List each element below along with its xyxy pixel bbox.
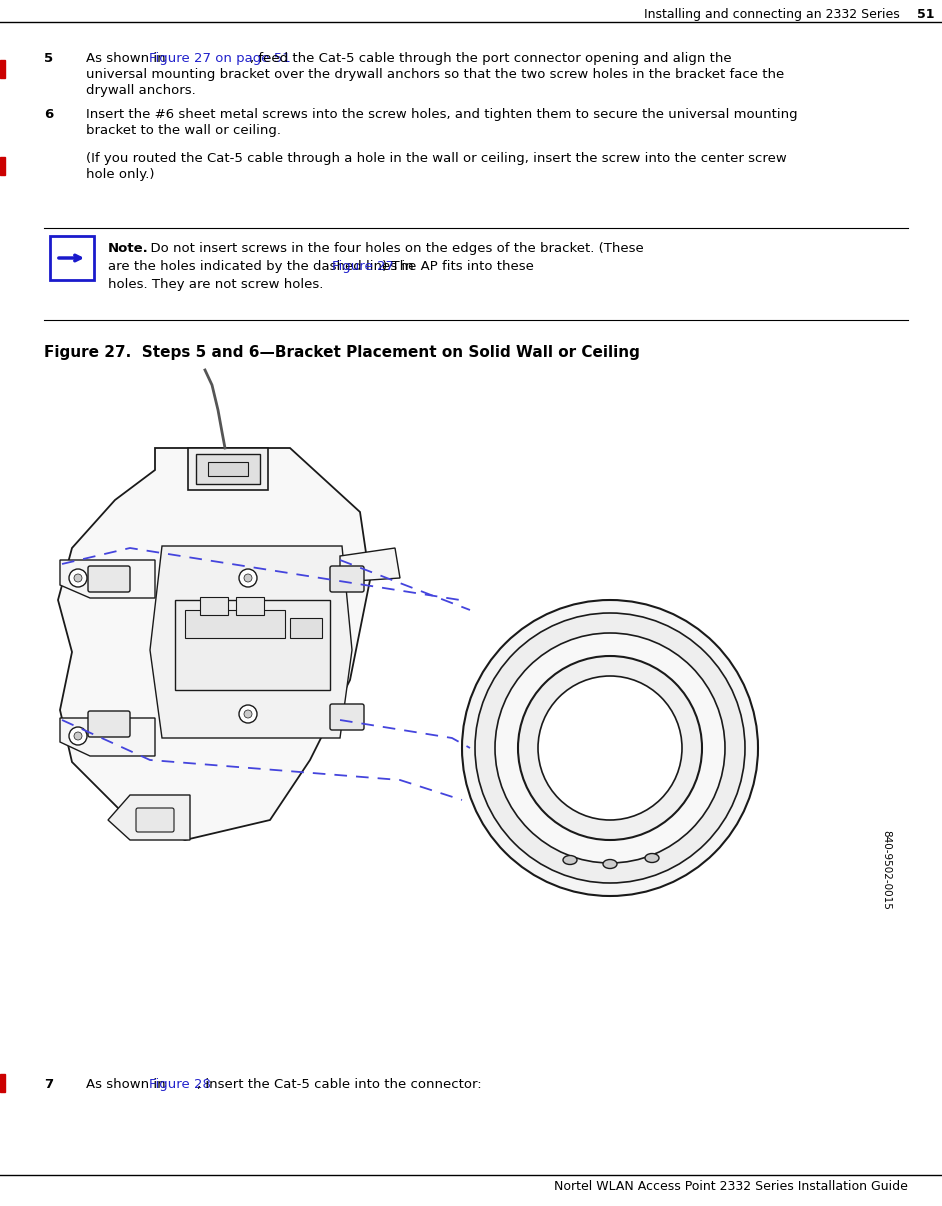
FancyBboxPatch shape	[136, 808, 174, 832]
Text: hole only.): hole only.)	[86, 168, 154, 181]
Text: Figure 27 on page 51: Figure 27 on page 51	[149, 52, 291, 65]
Text: .) The AP fits into these: .) The AP fits into these	[378, 260, 534, 273]
Text: Figure 28: Figure 28	[149, 1078, 211, 1091]
Text: 51: 51	[917, 8, 934, 21]
Text: (If you routed the Cat-5 cable through a hole in the wall or ceiling, insert the: (If you routed the Cat-5 cable through a…	[86, 152, 787, 165]
Ellipse shape	[563, 855, 577, 865]
Text: Figure 27: Figure 27	[332, 260, 394, 273]
Polygon shape	[340, 548, 400, 582]
FancyBboxPatch shape	[88, 712, 130, 737]
Polygon shape	[58, 447, 370, 841]
Text: Do not insert screws in the four holes on the edges of the bracket. (These: Do not insert screws in the four holes o…	[142, 242, 643, 254]
Circle shape	[538, 677, 682, 820]
Circle shape	[244, 710, 252, 718]
Polygon shape	[108, 795, 190, 841]
Polygon shape	[60, 718, 155, 756]
Bar	[200, 597, 228, 615]
Circle shape	[244, 574, 252, 582]
FancyBboxPatch shape	[88, 566, 130, 592]
Bar	[185, 610, 285, 638]
Text: , feed the Cat-5 cable through the port connector opening and align the: , feed the Cat-5 cable through the port …	[250, 52, 732, 65]
Text: bracket to the wall or ceiling.: bracket to the wall or ceiling.	[86, 124, 281, 137]
Circle shape	[74, 574, 82, 582]
Text: universal mounting bracket over the drywall anchors so that the two screw holes : universal mounting bracket over the dryw…	[86, 68, 785, 81]
Text: holes. They are not screw holes.: holes. They are not screw holes.	[108, 279, 323, 291]
Bar	[290, 617, 322, 638]
Text: Figure 27.  Steps 5 and 6—Bracket Placement on Solid Wall or Ceiling: Figure 27. Steps 5 and 6—Bracket Placeme…	[44, 345, 640, 361]
Text: drywall anchors.: drywall anchors.	[86, 84, 196, 96]
Circle shape	[69, 569, 87, 587]
Text: As shown in: As shown in	[86, 1078, 170, 1091]
Circle shape	[475, 613, 745, 883]
Ellipse shape	[603, 860, 617, 868]
Text: Installing and connecting an 2332 Series: Installing and connecting an 2332 Series	[644, 8, 908, 21]
Circle shape	[518, 656, 702, 841]
Bar	[0, 1075, 5, 1091]
Bar	[236, 597, 264, 615]
Text: As shown in: As shown in	[86, 52, 170, 65]
Text: Insert the #6 sheet metal screws into the screw holes, and tighten them to secur: Insert the #6 sheet metal screws into th…	[86, 109, 798, 121]
Circle shape	[239, 569, 257, 587]
Text: 6: 6	[44, 109, 54, 121]
Text: are the holes indicated by the dashed lines in: are the holes indicated by the dashed li…	[108, 260, 418, 273]
Circle shape	[74, 732, 82, 740]
Circle shape	[239, 706, 257, 724]
Ellipse shape	[645, 854, 659, 862]
Polygon shape	[188, 447, 268, 490]
Circle shape	[69, 727, 87, 745]
Bar	[0, 157, 5, 175]
Text: 7: 7	[44, 1078, 53, 1091]
Text: 840-9502-0015: 840-9502-0015	[881, 830, 891, 911]
Text: , insert the Cat-5 cable into the connector:: , insert the Cat-5 cable into the connec…	[197, 1078, 481, 1091]
Polygon shape	[175, 601, 330, 690]
Polygon shape	[196, 453, 260, 484]
Bar	[0, 60, 5, 78]
Polygon shape	[60, 560, 155, 598]
Text: Note.: Note.	[108, 242, 149, 254]
Bar	[50, 236, 94, 280]
FancyBboxPatch shape	[330, 704, 364, 730]
FancyBboxPatch shape	[330, 566, 364, 592]
Polygon shape	[150, 546, 352, 738]
Circle shape	[495, 633, 725, 863]
Text: Nortel WLAN Access Point 2332 Series Installation Guide: Nortel WLAN Access Point 2332 Series Ins…	[554, 1179, 908, 1193]
Text: 5: 5	[44, 52, 53, 65]
Circle shape	[462, 601, 758, 896]
Polygon shape	[208, 462, 248, 476]
